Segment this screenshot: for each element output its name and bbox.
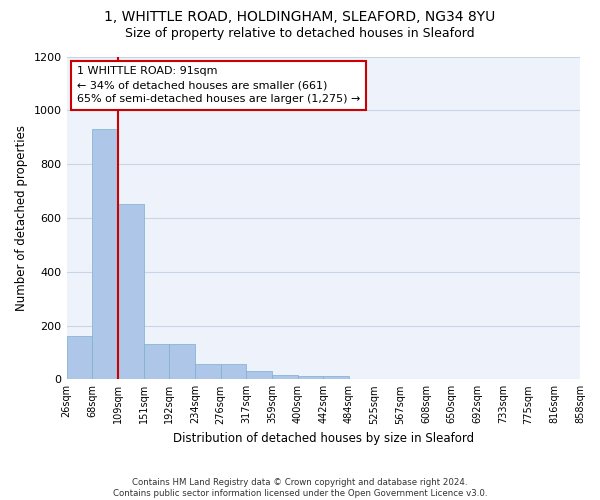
Text: Size of property relative to detached houses in Sleaford: Size of property relative to detached ho…: [125, 28, 475, 40]
Text: 1 WHITTLE ROAD: 91sqm
← 34% of detached houses are smaller (661)
65% of semi-det: 1 WHITTLE ROAD: 91sqm ← 34% of detached …: [77, 66, 360, 104]
Text: Contains HM Land Registry data © Crown copyright and database right 2024.
Contai: Contains HM Land Registry data © Crown c…: [113, 478, 487, 498]
Bar: [246, 371, 272, 380]
Bar: [323, 376, 349, 380]
Text: 1, WHITTLE ROAD, HOLDINGHAM, SLEAFORD, NG34 8YU: 1, WHITTLE ROAD, HOLDINGHAM, SLEAFORD, N…: [104, 10, 496, 24]
Bar: [272, 376, 298, 380]
Bar: [195, 364, 221, 380]
Bar: [169, 344, 195, 380]
X-axis label: Distribution of detached houses by size in Sleaford: Distribution of detached houses by size …: [173, 432, 474, 445]
Bar: [298, 376, 323, 380]
Bar: [221, 364, 246, 380]
Y-axis label: Number of detached properties: Number of detached properties: [15, 125, 28, 311]
Bar: [67, 336, 92, 380]
Bar: [143, 344, 169, 380]
Bar: [92, 129, 118, 380]
Bar: [118, 204, 143, 380]
